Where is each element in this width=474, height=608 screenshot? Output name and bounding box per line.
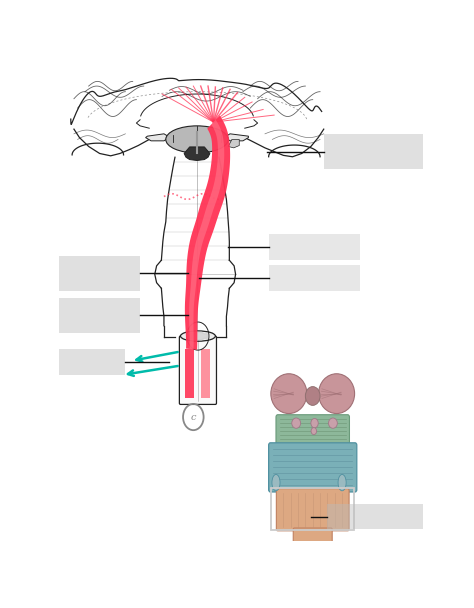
Bar [269,235,360,260]
Ellipse shape [311,427,317,435]
Ellipse shape [166,126,228,153]
Bar [269,265,360,291]
Ellipse shape [338,474,346,491]
Bar [59,349,125,375]
Ellipse shape [311,418,318,428]
Bar [324,134,423,169]
Polygon shape [189,333,207,340]
FancyBboxPatch shape [293,528,332,550]
Ellipse shape [181,331,215,341]
Bar [59,298,140,333]
Ellipse shape [305,387,320,406]
Ellipse shape [328,418,337,428]
Polygon shape [228,139,239,148]
FancyBboxPatch shape [269,443,357,492]
Ellipse shape [271,374,307,413]
Polygon shape [184,147,210,161]
Polygon shape [189,120,224,350]
Polygon shape [185,349,194,398]
Text: c: c [191,413,196,421]
Ellipse shape [272,474,280,491]
Bar [59,255,140,291]
Polygon shape [201,349,210,398]
FancyBboxPatch shape [276,415,349,445]
FancyBboxPatch shape [276,489,349,531]
Bar [328,503,423,530]
Polygon shape [146,134,169,141]
Ellipse shape [319,374,355,413]
Ellipse shape [292,418,301,428]
FancyBboxPatch shape [179,336,217,404]
Polygon shape [225,134,248,141]
Bar [271,488,354,530]
Polygon shape [185,116,230,350]
